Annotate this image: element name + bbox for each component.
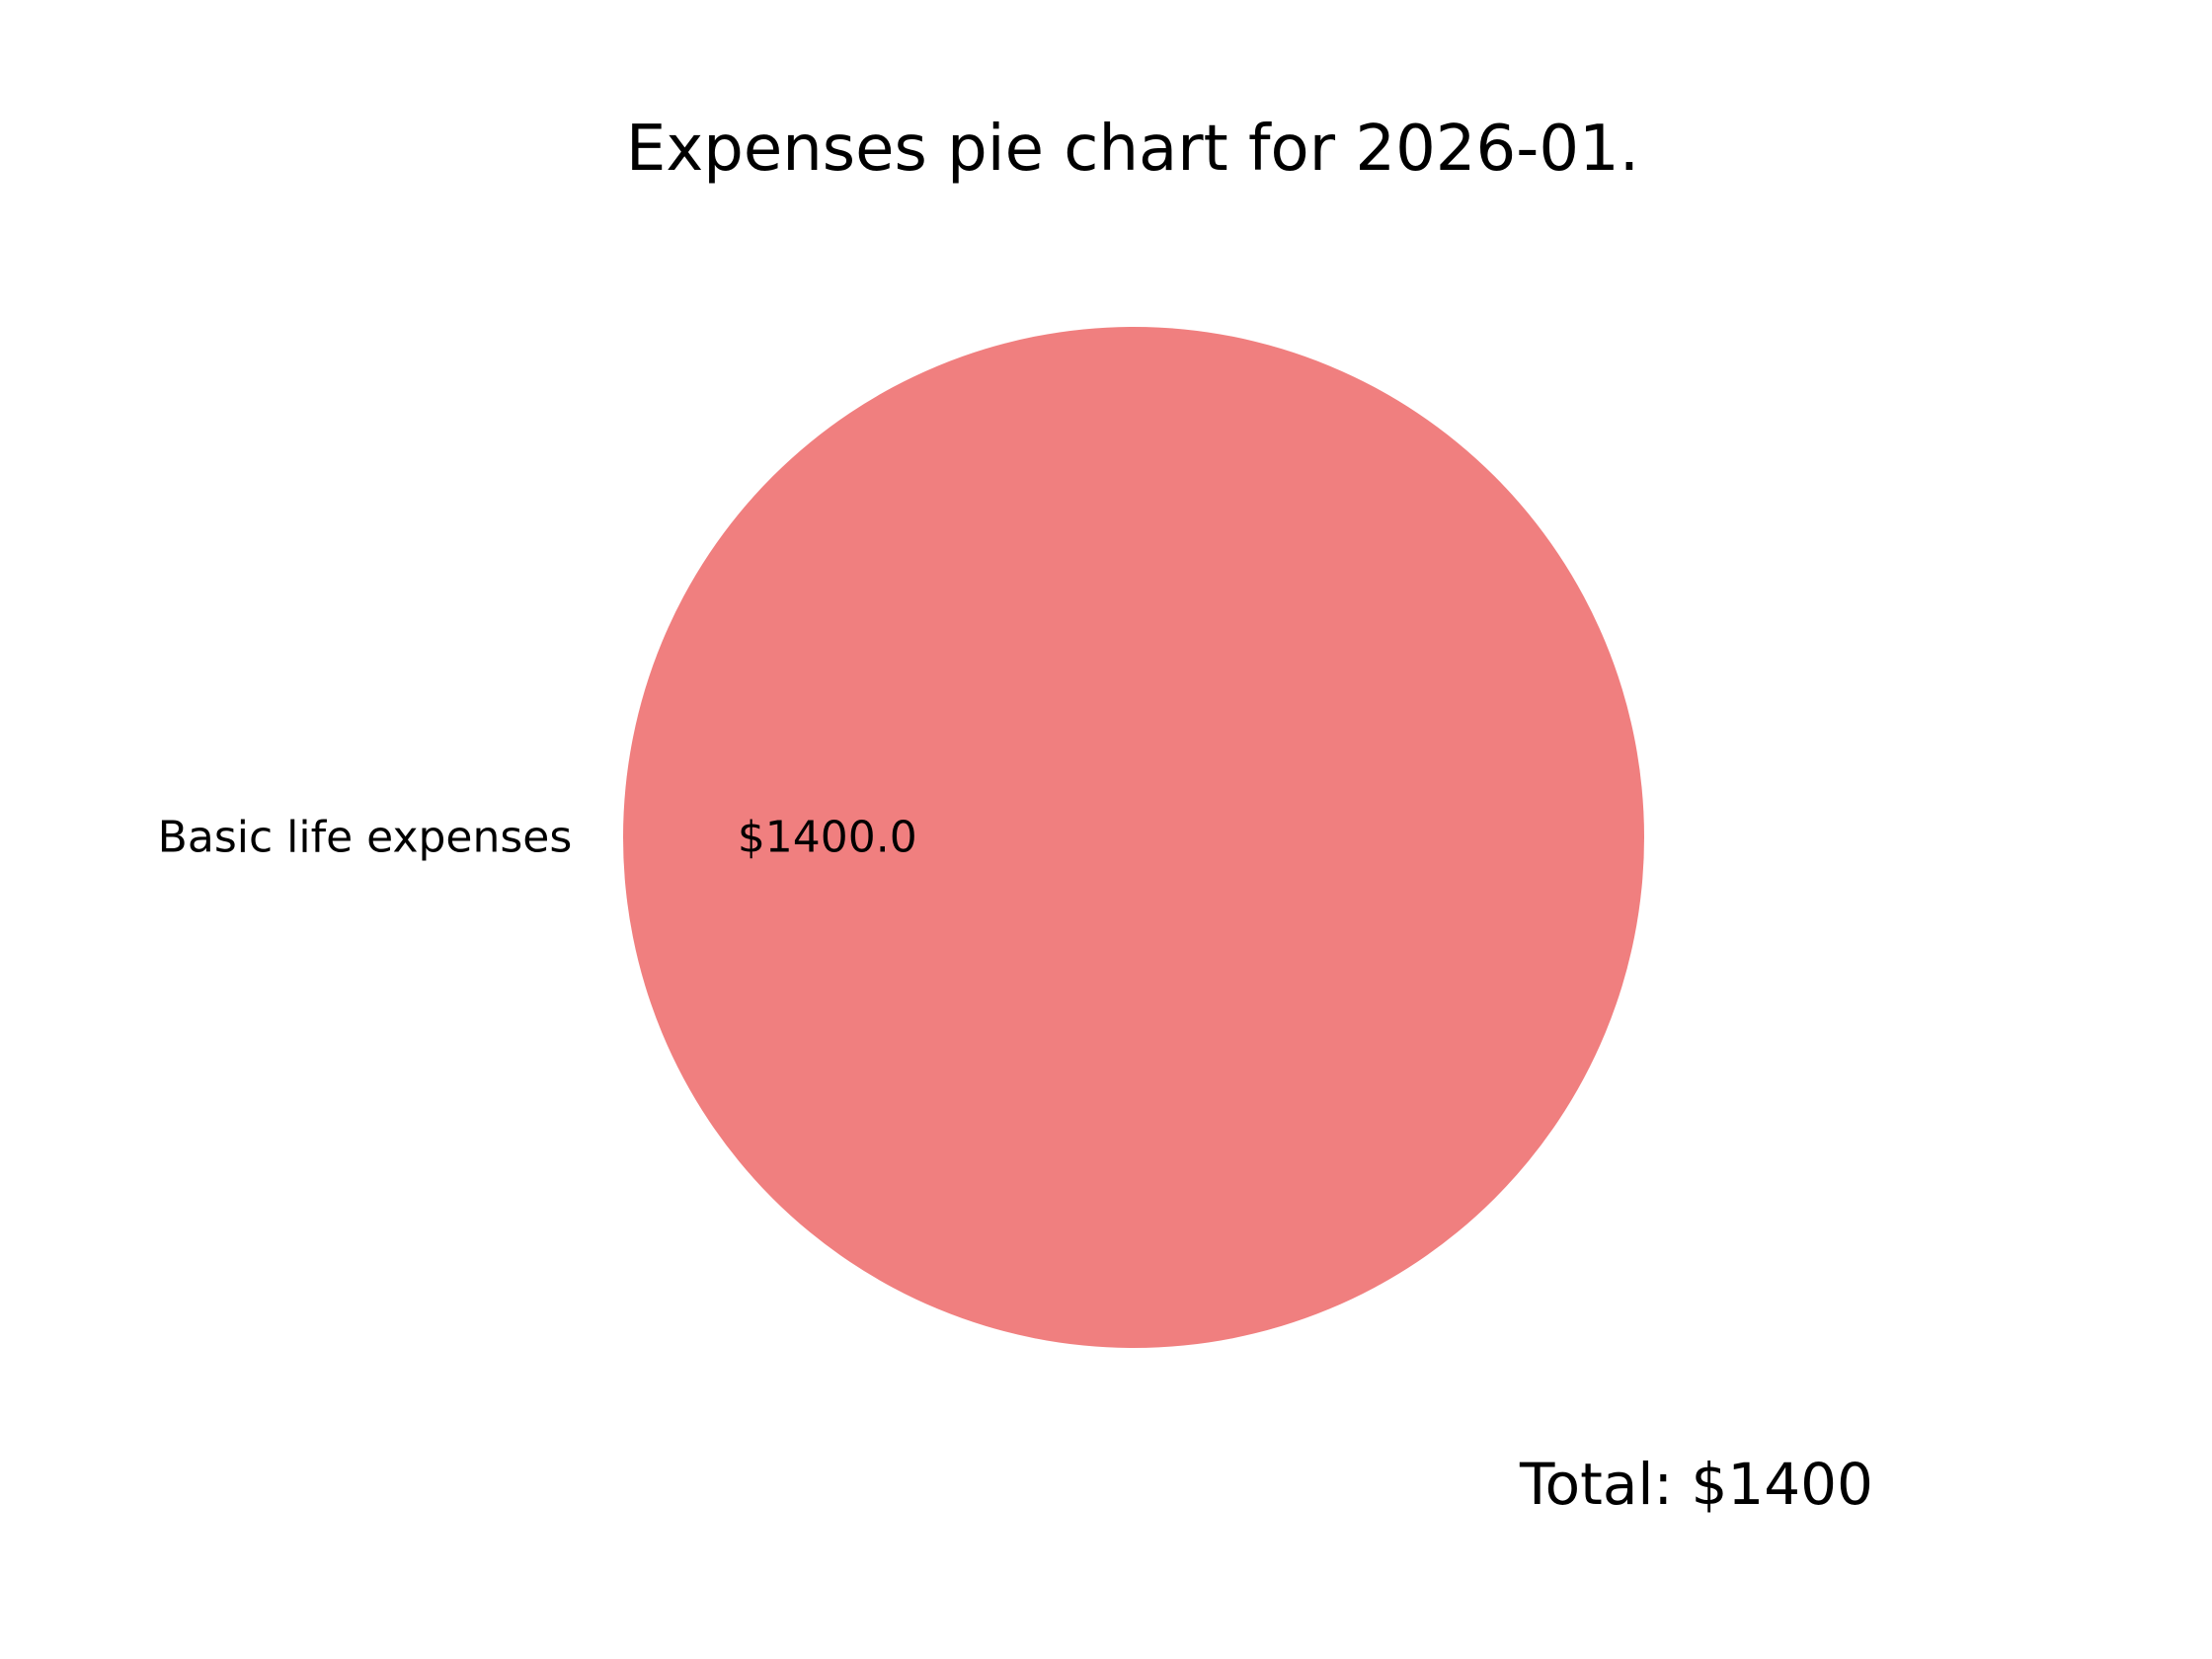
chart-title: Expenses pie chart for 2026-01. <box>626 113 1639 186</box>
pie-slices <box>623 327 1644 1348</box>
pie-labels: Basic life expenses $1400.0 <box>158 813 917 863</box>
total-label: Total: $1400 <box>1519 1451 1873 1518</box>
slice-category-label: Basic life expenses <box>158 813 573 863</box>
pie-slice <box>623 327 1644 1348</box>
slice-value-label: $1400.0 <box>738 813 917 863</box>
